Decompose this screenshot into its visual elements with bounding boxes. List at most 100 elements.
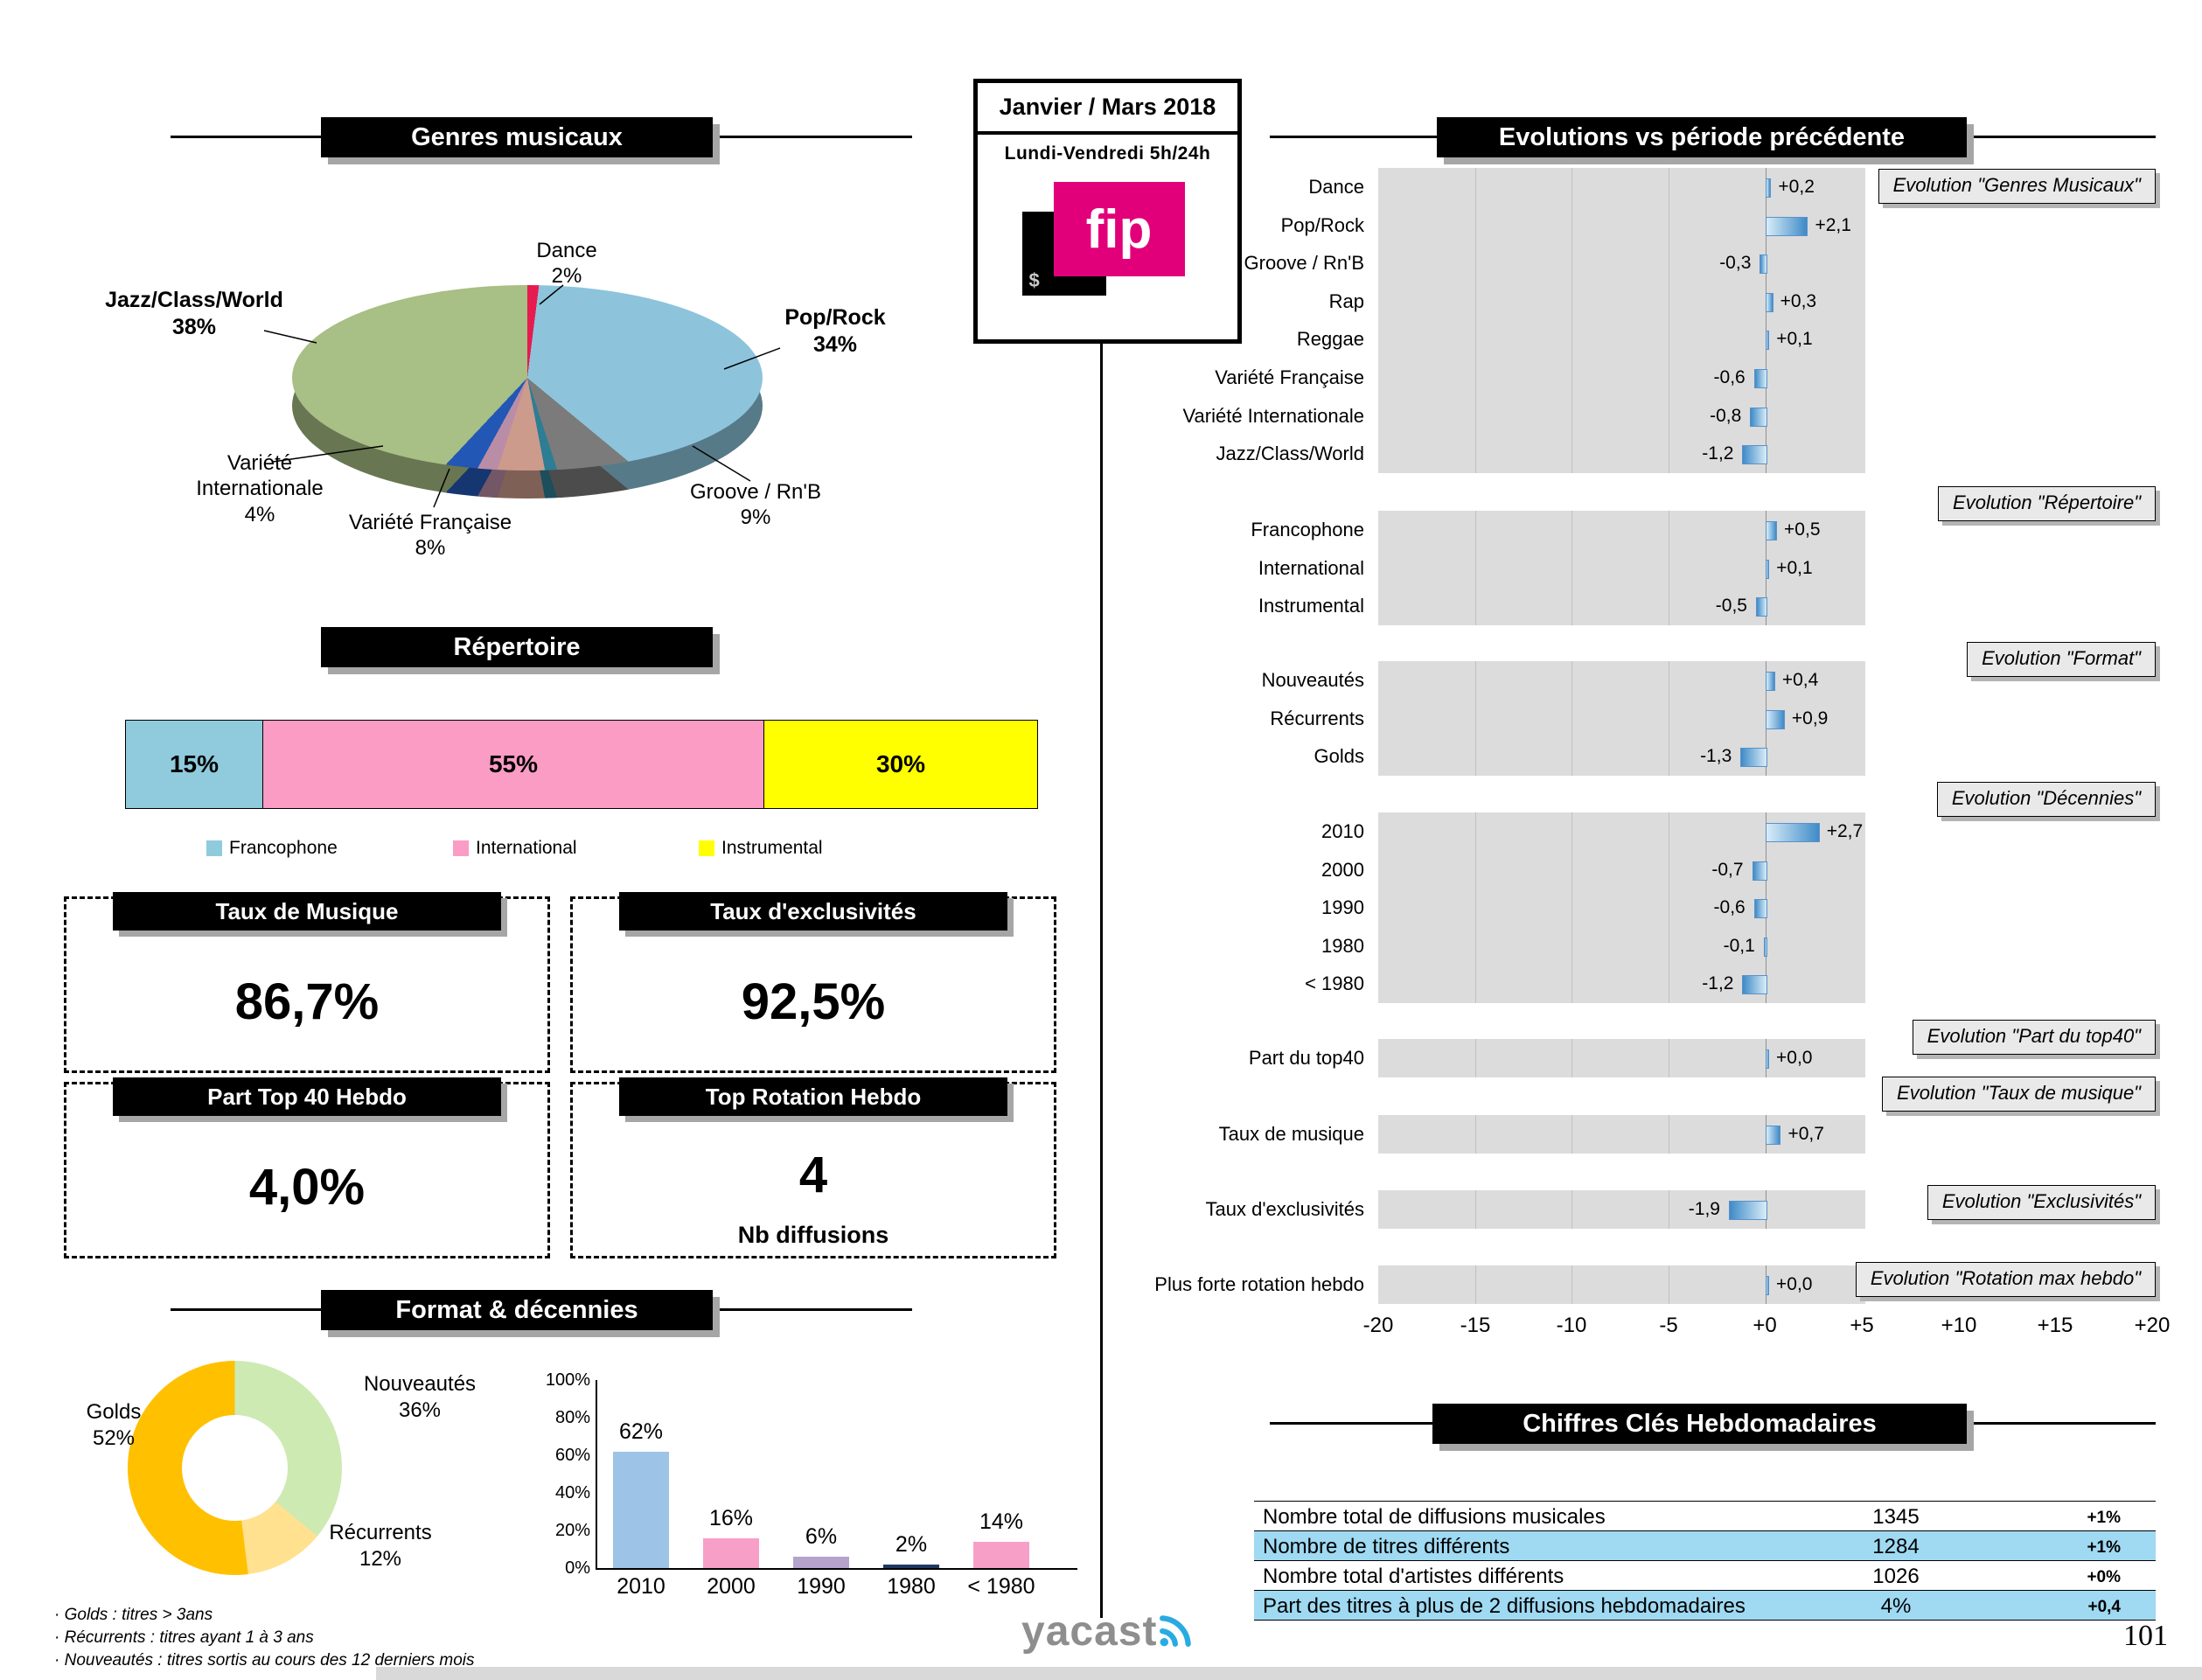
value-bar	[1766, 823, 1820, 842]
gridline	[1571, 661, 1572, 777]
donut-label-pct: 36%	[398, 1398, 442, 1422]
table-row: Nombre total d'artistes différents 1026 +0…	[1254, 1560, 2156, 1590]
gridline	[1571, 1115, 1572, 1154]
fip-logo: $ fip	[1015, 178, 1201, 301]
value-label: +0,0	[1776, 1274, 1813, 1294]
legend-item: Francophone	[206, 838, 338, 859]
category-label: Dance	[1308, 176, 1364, 198]
row-delta: +0,4	[2087, 1598, 2121, 1616]
genres-pie-chart	[292, 285, 763, 498]
row-label: Nombre de titres différents	[1263, 1535, 1510, 1558]
donut-label-nouveautes: Nouveautés 36%	[332, 1371, 507, 1424]
plot-band	[1378, 1190, 1865, 1229]
value-bar	[1740, 748, 1767, 768]
footnote-recurrents: · Récurrents : titres ayant 1 à 3 ans	[54, 1628, 314, 1647]
row-label: Nombre total d'artistes différents	[1263, 1565, 1564, 1588]
value-bar	[1742, 445, 1767, 465]
evolution-group-label: Evolution "Exclusivités"	[1927, 1185, 2156, 1220]
value-label: -0,6	[1713, 897, 1746, 918]
value-label: -0,3	[1719, 253, 1752, 274]
decade-category-label: 1980	[887, 1574, 936, 1599]
category-label: Rap	[1328, 289, 1364, 312]
y-axis-tick: 80%	[554, 1408, 590, 1427]
decade-category-label: 2000	[707, 1574, 756, 1599]
legend-swatch	[453, 840, 469, 856]
pie-label-pct: 2%	[551, 264, 582, 289]
decade-category-label: 1990	[797, 1574, 846, 1599]
value-bar	[1760, 254, 1767, 275]
kpi-value: 4	[798, 1147, 828, 1203]
pie-label-text: Groove / Rn'B	[690, 480, 821, 504]
category-label: Taux d'exclusivités	[1205, 1198, 1365, 1220]
category-label: < 1980	[1305, 972, 1364, 995]
decade-bar	[793, 1557, 849, 1568]
gridline	[1571, 812, 1572, 1004]
pie-label-pct: 38%	[171, 314, 217, 339]
evolution-group-label: Evolution "Décennies"	[1936, 782, 2156, 817]
y-axis-tick: 0%	[565, 1558, 590, 1578]
decade-value-label: 2%	[895, 1531, 928, 1557]
kpi-top-rotation: Top Rotation Hebdo 4 Nb diffusions	[570, 1077, 1056, 1258]
plot-band	[1378, 511, 1865, 626]
evolutions-section-header: Evolutions vs période précédente	[1437, 117, 1967, 157]
pie-label-text: Jazz/Class/World	[105, 288, 283, 312]
weekly-section-header: Chiffres Clés Hebdomadaires	[1432, 1404, 1967, 1444]
decade-bar	[613, 1451, 669, 1568]
segment-value-label: 15%	[169, 750, 220, 777]
category-label: 2000	[1321, 858, 1364, 881]
category-label: Plus forte rotation hebdo	[1154, 1273, 1364, 1295]
category-label: Part du top40	[1248, 1047, 1364, 1069]
y-axis-tick: 40%	[554, 1483, 590, 1502]
donut-label-pct: 12%	[359, 1547, 402, 1571]
donut-label-text: Récurrents	[329, 1521, 432, 1544]
value-label: +0,2	[1778, 177, 1815, 197]
value-label: +2,7	[1826, 821, 1864, 841]
value-label: +0,4	[1781, 670, 1819, 690]
gridline	[1475, 168, 1476, 474]
kpi-title: Top Rotation Hebdo	[619, 1077, 1007, 1116]
value-label: +0,1	[1776, 557, 1813, 578]
evolution-group-label: Evolution "Genres Musicaux"	[1878, 169, 2156, 204]
legend-swatch	[699, 840, 714, 856]
repertoire-legend: Francophone International Instrumental	[125, 838, 1036, 864]
segment-value-label: 30%	[875, 750, 926, 777]
category-label: Groove / Rn'B	[1244, 252, 1364, 275]
value-bar	[1755, 597, 1767, 617]
kpi-value: 92,5%	[741, 973, 886, 1030]
row-value: 1345	[1872, 1505, 1920, 1529]
repertoire-section-header: Répertoire	[321, 627, 713, 667]
decade-bar	[703, 1537, 759, 1568]
legend-label: Francophone	[229, 838, 338, 858]
format-donut-hole	[182, 1415, 288, 1521]
y-axis-tick: 100%	[545, 1370, 590, 1390]
category-label: Golds	[1314, 745, 1364, 768]
value-label: -0,6	[1713, 367, 1746, 387]
format-section-header: Format & décennies	[321, 1290, 713, 1330]
value-bar	[1766, 331, 1770, 351]
pie-label-pop-rock: Pop/Rock 34%	[756, 304, 914, 358]
value-label: -1,2	[1702, 973, 1734, 994]
value-label: -1,3	[1700, 746, 1732, 767]
kpi-title: Part Top 40 Hebdo	[113, 1077, 501, 1116]
fip-logo-mark: $	[1028, 269, 1040, 291]
period-title: Janvier / Mars 2018	[978, 94, 1237, 135]
table-row: Nombre de titres différents 1284 +1%	[1254, 1530, 2156, 1560]
value-label: -0,8	[1710, 405, 1742, 426]
evolution-group-label: Evolution "Part du top40"	[1912, 1020, 2156, 1055]
value-label: -1,2	[1702, 443, 1734, 464]
value-bar	[1752, 861, 1767, 881]
donut-label-recurrents: Récurrents 12%	[289, 1520, 472, 1572]
repertoire-segment: 15%	[126, 721, 263, 808]
legend-item: Instrumental	[699, 838, 823, 859]
gridline	[1571, 1039, 1572, 1077]
value-bar	[1753, 369, 1767, 388]
weekly-table: Nombre total de diffusions musicales 1345…	[1254, 1501, 2156, 1621]
fip-logo-text: fip	[1085, 199, 1153, 260]
legend-swatch	[206, 840, 222, 856]
y-axis-tick: 20%	[554, 1521, 590, 1540]
category-label: Variété Française	[1215, 366, 1364, 388]
pie-label-variete-internationale: Variété Internationale 4%	[164, 450, 356, 527]
value-label: +0,0	[1776, 1048, 1813, 1068]
category-label: International	[1258, 556, 1364, 579]
value-label: -0,5	[1715, 596, 1747, 617]
